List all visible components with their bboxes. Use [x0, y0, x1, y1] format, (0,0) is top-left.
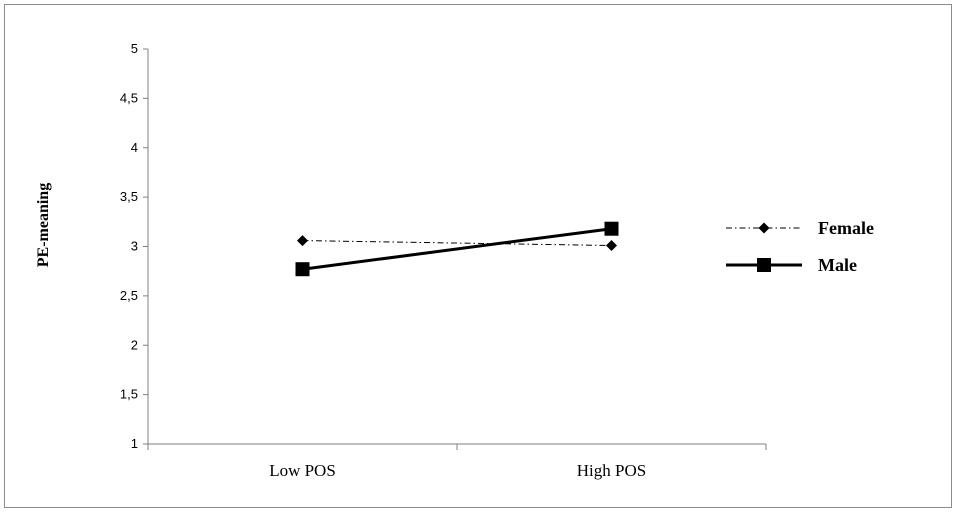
data-point [606, 240, 617, 252]
y-axis-label: PE-meaning [35, 183, 52, 267]
legend-item: Female [726, 218, 874, 238]
series-line [302, 227, 612, 271]
y-ticks: 1 1,5 2 2,5 3 3,5 4 4,5 5 [120, 41, 148, 451]
axes [147, 49, 766, 445]
series-line [302, 240, 612, 247]
series-layer [295, 221, 619, 277]
y-tick-label: 4 [131, 140, 138, 155]
y-tick-label: 1,5 [120, 387, 138, 402]
series-female [297, 235, 617, 252]
y-tick-label: 5 [131, 41, 138, 56]
legend-marker [758, 222, 770, 234]
y-tick-label: 4,5 [120, 90, 138, 105]
legend-item: Male [726, 255, 857, 275]
legend: Female Male [726, 218, 874, 275]
chart-frame [4, 4, 952, 508]
y-tick-label: 3,5 [120, 189, 138, 204]
x-tick-label: Low POS [269, 461, 336, 480]
y-tick-label: 2 [131, 337, 138, 352]
data-point [604, 221, 619, 236]
legend-label: Male [818, 255, 857, 275]
data-point [295, 262, 310, 277]
y-tick-label: 2,5 [120, 288, 138, 303]
legend-marker [757, 258, 771, 272]
x-tick-label: High POS [577, 461, 646, 480]
legend-label: Female [818, 218, 874, 238]
x-ticks: Low POS High POS [147, 444, 767, 480]
y-tick-label: 1 [131, 436, 138, 451]
data-point [297, 235, 308, 247]
y-tick-label: 3 [131, 239, 138, 254]
series-male [295, 221, 619, 277]
